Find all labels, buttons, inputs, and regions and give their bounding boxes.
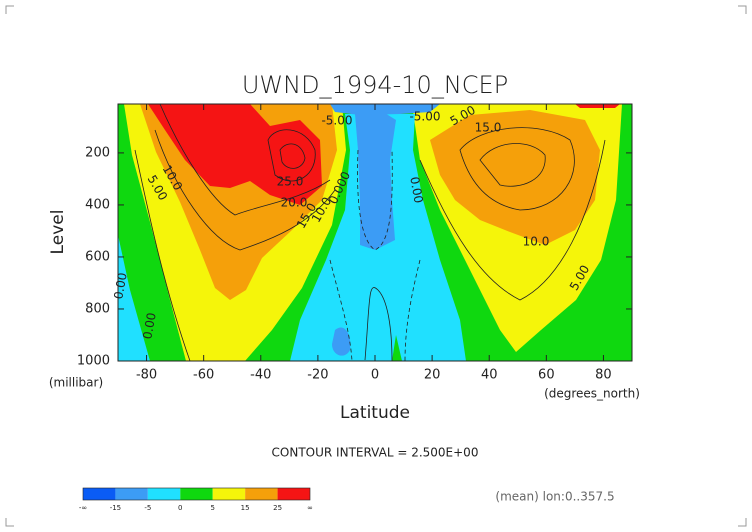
chart-title: UWND_1994-10_NCEP	[242, 71, 508, 99]
contour-fill	[118, 235, 150, 361]
colorbar-swatch	[245, 488, 278, 500]
contour-fill	[355, 110, 396, 250]
colorbar-label: 25	[273, 504, 282, 512]
contour-interval: CONTOUR INTERVAL = 2.500E+00	[272, 446, 479, 460]
colorbar-label: -5	[144, 504, 151, 512]
y-tick-label: 800	[85, 301, 110, 316]
contour-line	[479, 143, 546, 187]
contour-label: 0.00	[140, 312, 158, 341]
x-tick-label: 60	[538, 368, 555, 383]
colorbar-label: ∞	[307, 504, 313, 512]
x-axis-label: Latitude	[340, 403, 410, 423]
contour-line	[159, 103, 331, 216]
contour-line	[154, 129, 336, 251]
corner-marks	[5, 5, 747, 527]
contour-line	[134, 149, 191, 362]
contour-line	[364, 287, 393, 362]
contour-label: 25.0	[277, 175, 304, 189]
contour-label: 20.0	[281, 196, 308, 210]
x-tick-label: -20	[307, 368, 328, 383]
contour-label: 15.0	[475, 121, 502, 135]
contour-line-negative	[404, 259, 421, 362]
x-tick-label: 80	[595, 368, 612, 383]
contour-label: -5.00	[321, 114, 352, 128]
x-tick-label: -40	[250, 368, 271, 383]
contour-label: 10.0	[523, 235, 550, 249]
y-tick-label: 200	[85, 145, 110, 160]
contour-label: 0.00	[111, 272, 129, 301]
contour-fill	[575, 104, 620, 108]
contour-line	[279, 143, 306, 169]
y-axis-label: Level	[48, 210, 68, 255]
footnote: (mean) lon:0..357.5	[495, 490, 614, 504]
contour-line	[419, 139, 606, 301]
colorbar-frame	[82, 487, 311, 501]
colorbar-swatch	[212, 488, 246, 500]
contour-fill	[332, 327, 351, 356]
x-axis-units: (degrees_north)	[544, 387, 640, 401]
contour-fill	[330, 104, 440, 115]
contour-line-negative	[329, 259, 353, 362]
x-tick-label: 40	[481, 368, 498, 383]
contour-label: -5.00	[409, 110, 440, 124]
contour-fill	[430, 110, 600, 245]
y-tick-label: 400	[85, 197, 110, 212]
y-tick-label: 600	[85, 249, 110, 264]
colorbar-label: 5	[210, 504, 214, 512]
colorbar-label: 15	[241, 504, 250, 512]
contour-label: 0.00	[407, 176, 425, 205]
colorbar-swatch	[83, 488, 116, 500]
y-tick-label: 1000	[77, 354, 110, 369]
colorbar-swatch	[147, 488, 181, 500]
y-axis-units: (millibar)	[49, 376, 103, 390]
x-tick-label: -60	[193, 368, 214, 383]
colorbar-label: -15	[110, 504, 121, 512]
contour-fill	[392, 335, 402, 361]
x-tick-label: 0	[371, 368, 379, 383]
x-tick-label: 20	[424, 368, 441, 383]
colorbar-label: -∞	[79, 504, 87, 512]
colorbar-label: 0	[178, 504, 182, 512]
x-tick-label: -80	[136, 368, 157, 383]
colorbar-swatch	[277, 488, 310, 500]
contour-line	[459, 127, 575, 211]
colorbar-swatch	[115, 488, 148, 500]
colorbar-swatch	[180, 488, 213, 500]
contour-fill	[148, 104, 322, 205]
contour-line	[267, 129, 316, 182]
